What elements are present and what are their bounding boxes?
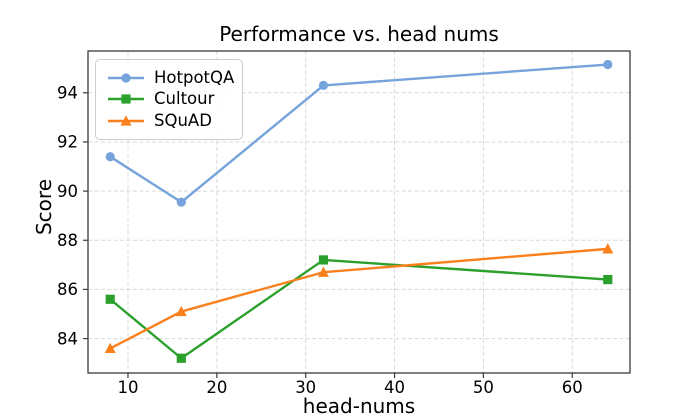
marker-squad [602, 243, 614, 254]
legend-marker [120, 115, 132, 126]
y-tick-label: 92 [57, 133, 78, 152]
legend-label: Cultour [154, 89, 215, 109]
series-line-cultour [109, 258, 609, 360]
marker-cultour [105, 294, 115, 304]
y-tick-label: 86 [57, 280, 78, 299]
chart-title: Performance vs. head nums [219, 22, 499, 46]
legend-item-squad: SQuAD [107, 110, 231, 130]
legend-marker [121, 94, 131, 105]
series-line-hotpotqa [109, 63, 609, 204]
x-tick-label: 60 [562, 378, 583, 397]
x-tick-label: 20 [206, 378, 227, 397]
x-tick-label: 10 [117, 378, 138, 397]
y-axis-label: Score [32, 178, 56, 236]
marker-squad [317, 266, 329, 277]
legend-label: HotpotQA [154, 67, 235, 87]
marker-hotpotqa [603, 59, 613, 70]
y-tick-label: 94 [57, 84, 78, 103]
y-tick-label: 84 [57, 329, 78, 348]
legend: HotpotQA Cultour SQuAD [95, 59, 243, 140]
x-axis-label: head-nums [302, 394, 416, 418]
x-tick-label: 50 [473, 378, 494, 397]
square-marker-icon [108, 94, 144, 105]
x-tick-label: 40 [384, 378, 405, 397]
circle-marker-icon [108, 73, 144, 83]
triangle-marker-icon [108, 115, 144, 126]
marker-hotpotqa [105, 152, 115, 162]
marker-cultour [603, 274, 613, 285]
legend-label: SQuAD [154, 110, 212, 130]
marker-hotpotqa [176, 197, 186, 207]
series-line-squad [109, 247, 609, 350]
x-tick-label: 30 [295, 378, 316, 397]
marker-cultour [318, 255, 329, 265]
legend-item-hotpotqa: HotpotQA [107, 67, 235, 87]
marker-squad [104, 342, 116, 354]
marker-cultour [176, 353, 186, 363]
plot-frame [87, 50, 631, 374]
y-tick-label: 90 [57, 182, 78, 201]
legend-marker [121, 73, 131, 83]
marker-squad [175, 305, 187, 317]
legend-item-cultour: Cultour [107, 91, 231, 108]
y-tick-label: 88 [57, 231, 78, 250]
marker-hotpotqa [318, 80, 329, 91]
